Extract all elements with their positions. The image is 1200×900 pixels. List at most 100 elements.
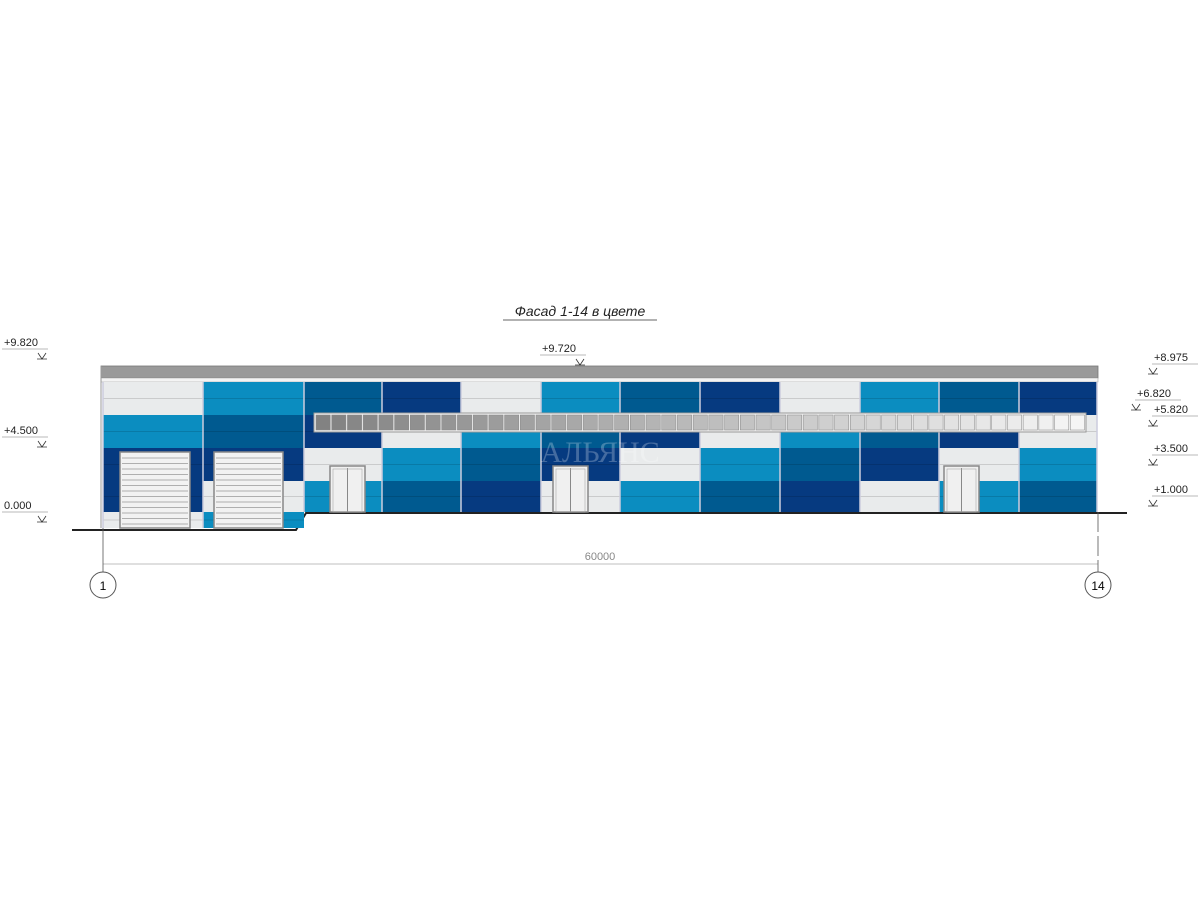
axis-label-14: 14: [1091, 579, 1105, 593]
level-mark-right: +6.820: [1137, 388, 1171, 400]
window-pane: [755, 414, 771, 431]
window-pane: [315, 414, 331, 431]
wall-panel: [203, 382, 304, 415]
level-arrow-icon: [1148, 458, 1158, 466]
window-pane: [441, 414, 457, 431]
wall-panel: [780, 481, 860, 512]
wall-panel: [103, 415, 203, 448]
window-pane: [850, 414, 865, 431]
level-arrow-icon: [575, 358, 585, 366]
level-arrow-icon: [37, 440, 47, 448]
wall-panel: [461, 448, 541, 481]
dimension-label: 60000: [585, 551, 616, 563]
wall-panel: [780, 382, 860, 415]
window-pane: [771, 414, 787, 431]
window-pane: [975, 414, 991, 431]
level-mark-right: +5.820: [1154, 404, 1188, 416]
window-pane: [724, 414, 740, 431]
window-pane: [347, 414, 362, 431]
wall-panel: [382, 448, 461, 481]
window-pane: [488, 414, 504, 431]
window-pane: [677, 414, 692, 431]
level-arrow-icon: [1148, 419, 1158, 427]
window-pane: [1007, 414, 1022, 431]
level-mark-left: 0.000: [4, 500, 32, 512]
level-arrow-icon: [1131, 403, 1141, 411]
wall-panel: [541, 382, 620, 415]
window-pane: [567, 414, 582, 431]
axis-marker-1: [89, 571, 117, 599]
window-pane: [1022, 414, 1038, 431]
wall-panel: [382, 382, 461, 415]
window-pane: [928, 414, 944, 431]
wall-panel: [620, 448, 700, 481]
window-pane: [1054, 414, 1070, 431]
wall-panel: [382, 481, 461, 512]
window-pane: [661, 414, 677, 431]
window-pane: [504, 414, 520, 431]
level-arrow-icon: [1148, 367, 1158, 375]
axis-marker-14: [1084, 571, 1112, 599]
wall-panel: [860, 448, 939, 481]
door-frame: [946, 468, 977, 513]
roof-parapet: [100, 365, 1099, 379]
window-pane: [865, 414, 881, 431]
window-pane: [598, 414, 614, 431]
roll-up-gate: [119, 451, 191, 529]
window-pane: [787, 414, 802, 431]
window-pane: [362, 414, 378, 431]
wall-panel: [1019, 382, 1097, 415]
wall-panel: [620, 481, 700, 512]
window-pane: [740, 414, 755, 431]
window-pane: [331, 414, 347, 431]
window-pane: [1070, 414, 1085, 431]
window-pane: [457, 414, 472, 431]
window-pane: [410, 414, 425, 431]
window-pane: [520, 414, 535, 431]
window-pane: [645, 414, 661, 431]
axis-label-1: 1: [100, 579, 107, 593]
door-frame: [332, 468, 363, 513]
wall-panel: [939, 382, 1019, 415]
drawing-title: Фасад 1-14 в цвете: [515, 303, 646, 319]
window-pane: [834, 414, 850, 431]
level-arrow-icon: [37, 515, 47, 523]
wall-panel: [304, 382, 382, 415]
watermark-logo: АЛЬЯНС: [540, 436, 659, 469]
wall-panel: [1019, 481, 1097, 512]
window-pane: [614, 414, 630, 431]
level-arrow-icon: [1148, 499, 1158, 507]
wall-panel: [103, 382, 203, 415]
door-frame: [555, 468, 586, 513]
level-mark-left: +9.820: [4, 337, 38, 349]
level-mark-right: +3.500: [1154, 443, 1188, 455]
window-pane: [394, 414, 410, 431]
roll-up-gate: [213, 451, 284, 529]
window-pane: [582, 414, 598, 431]
wall-panel: [700, 448, 780, 481]
window-pane: [802, 414, 818, 431]
level-marks: +9.820 +4.500 0.000 +9.720 +8.975 +6.820 +5.82…: [2, 337, 1198, 523]
window-pane: [472, 414, 488, 431]
wall-panel: [461, 382, 541, 415]
window-pane: [1038, 414, 1054, 431]
roof-flashing: [100, 377, 1099, 383]
window-pane: [425, 414, 441, 431]
window-pane: [630, 414, 645, 431]
window-pane: [881, 414, 897, 431]
level-mark-left: +4.500: [4, 425, 38, 437]
window-pane: [912, 414, 928, 431]
wall-panel: [700, 481, 780, 512]
level-mark-right: +1.000: [1154, 484, 1188, 496]
wall-panel: [860, 382, 939, 415]
wall-panel: [860, 481, 939, 512]
window-pane: [692, 414, 708, 431]
facade-panels: [72, 365, 1127, 531]
window-pane: [991, 414, 1007, 431]
level-mark-center: +9.720: [542, 343, 576, 355]
wall-panel: [700, 382, 780, 415]
window-pane: [535, 414, 551, 431]
window-pane: [944, 414, 960, 431]
level-mark-right: +8.975: [1154, 352, 1188, 364]
